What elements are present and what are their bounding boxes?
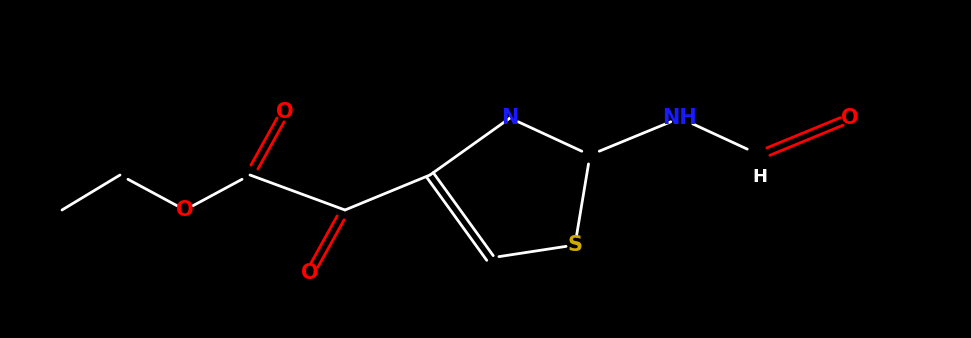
Text: H: H [753,168,767,186]
Text: O: O [841,108,858,128]
Text: O: O [301,263,318,283]
Text: S: S [567,235,583,255]
Text: O: O [276,102,294,122]
Text: N: N [501,108,519,128]
Text: NH: NH [662,108,697,128]
Text: O: O [176,200,194,220]
